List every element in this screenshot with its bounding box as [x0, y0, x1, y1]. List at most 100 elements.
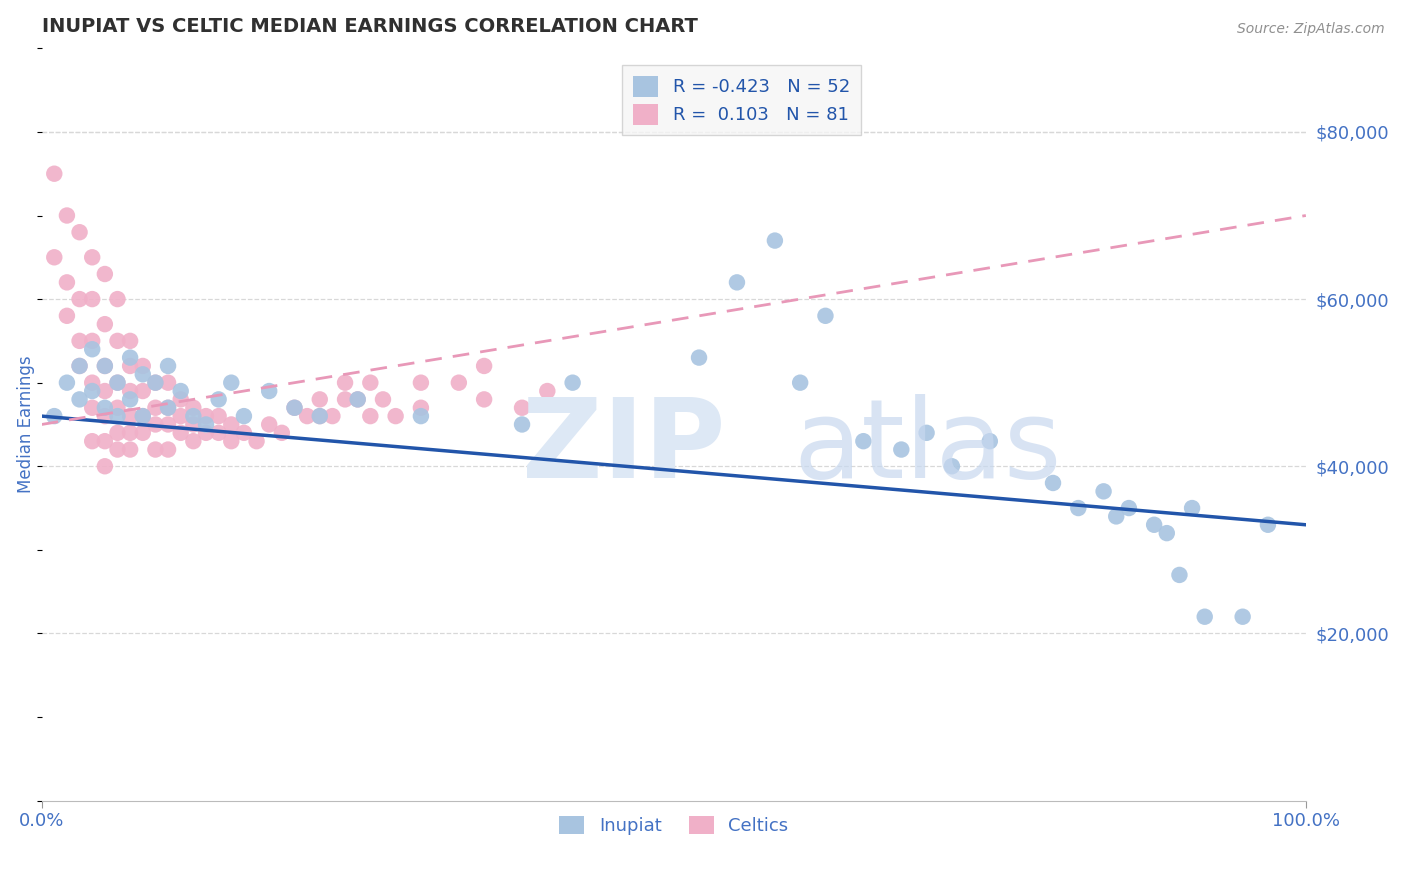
Point: [94, 359, 117, 373]
Point: [333, 376, 356, 390]
Point: [82, 343, 104, 357]
Point: [763, 234, 786, 248]
Point: [510, 401, 533, 415]
Point: [145, 376, 167, 390]
Point: [120, 351, 142, 365]
Point: [157, 442, 180, 457]
Text: atlas: atlas: [794, 393, 1063, 500]
Point: [107, 376, 129, 390]
Point: [120, 442, 142, 457]
Point: [270, 425, 292, 440]
Point: [120, 409, 142, 423]
Point: [82, 292, 104, 306]
Point: [69, 334, 91, 348]
Point: [257, 417, 280, 432]
Y-axis label: Median Earnings: Median Earnings: [17, 356, 35, 493]
Point: [979, 434, 1001, 449]
Point: [219, 417, 242, 432]
Point: [195, 417, 218, 432]
Point: [183, 401, 205, 415]
Text: Source: ZipAtlas.com: Source: ZipAtlas.com: [1237, 22, 1385, 37]
Point: [1042, 475, 1064, 490]
Point: [283, 401, 305, 415]
Point: [409, 401, 432, 415]
Point: [94, 409, 117, 423]
Point: [1105, 509, 1128, 524]
Point: [132, 359, 155, 373]
Point: [107, 442, 129, 457]
Point: [346, 392, 368, 407]
Point: [170, 425, 193, 440]
Point: [82, 384, 104, 398]
Point: [170, 392, 193, 407]
Point: [145, 442, 167, 457]
Point: [232, 409, 254, 423]
Point: [170, 409, 193, 423]
Point: [257, 384, 280, 398]
Point: [82, 434, 104, 449]
Point: [107, 401, 129, 415]
Point: [107, 292, 129, 306]
Point: [56, 276, 79, 290]
Point: [1143, 517, 1166, 532]
Point: [308, 409, 330, 423]
Point: [1156, 526, 1178, 541]
Point: [120, 334, 142, 348]
Point: [183, 434, 205, 449]
Point: [219, 434, 242, 449]
Point: [195, 409, 218, 423]
Point: [409, 376, 432, 390]
Point: [56, 209, 79, 223]
Point: [94, 401, 117, 415]
Point: [107, 376, 129, 390]
Point: [69, 359, 91, 373]
Point: [69, 359, 91, 373]
Point: [170, 384, 193, 398]
Point: [333, 392, 356, 407]
Point: [94, 317, 117, 331]
Point: [219, 376, 242, 390]
Point: [688, 351, 710, 365]
Point: [536, 384, 558, 398]
Point: [207, 425, 229, 440]
Point: [145, 401, 167, 415]
Point: [472, 392, 495, 407]
Point: [157, 359, 180, 373]
Point: [132, 409, 155, 423]
Point: [94, 359, 117, 373]
Point: [195, 425, 218, 440]
Text: INUPIAT VS CELTIC MEDIAN EARNINGS CORRELATION CHART: INUPIAT VS CELTIC MEDIAN EARNINGS CORREL…: [42, 17, 697, 36]
Point: [94, 459, 117, 474]
Point: [472, 359, 495, 373]
Point: [157, 376, 180, 390]
Point: [1194, 609, 1216, 624]
Point: [890, 442, 912, 457]
Point: [120, 425, 142, 440]
Point: [157, 401, 180, 415]
Point: [321, 409, 343, 423]
Point: [132, 368, 155, 382]
Point: [725, 276, 748, 290]
Point: [56, 376, 79, 390]
Point: [94, 267, 117, 281]
Point: [69, 225, 91, 239]
Point: [69, 392, 91, 407]
Point: [295, 409, 318, 423]
Point: [183, 417, 205, 432]
Point: [510, 417, 533, 432]
Point: [82, 401, 104, 415]
Point: [371, 392, 394, 407]
Point: [120, 359, 142, 373]
Point: [1232, 609, 1254, 624]
Point: [447, 376, 470, 390]
Point: [1181, 501, 1204, 516]
Point: [232, 425, 254, 440]
Point: [69, 292, 91, 306]
Point: [915, 425, 938, 440]
Point: [561, 376, 583, 390]
Point: [132, 384, 155, 398]
Point: [145, 376, 167, 390]
Point: [107, 334, 129, 348]
Point: [359, 376, 381, 390]
Point: [132, 409, 155, 423]
